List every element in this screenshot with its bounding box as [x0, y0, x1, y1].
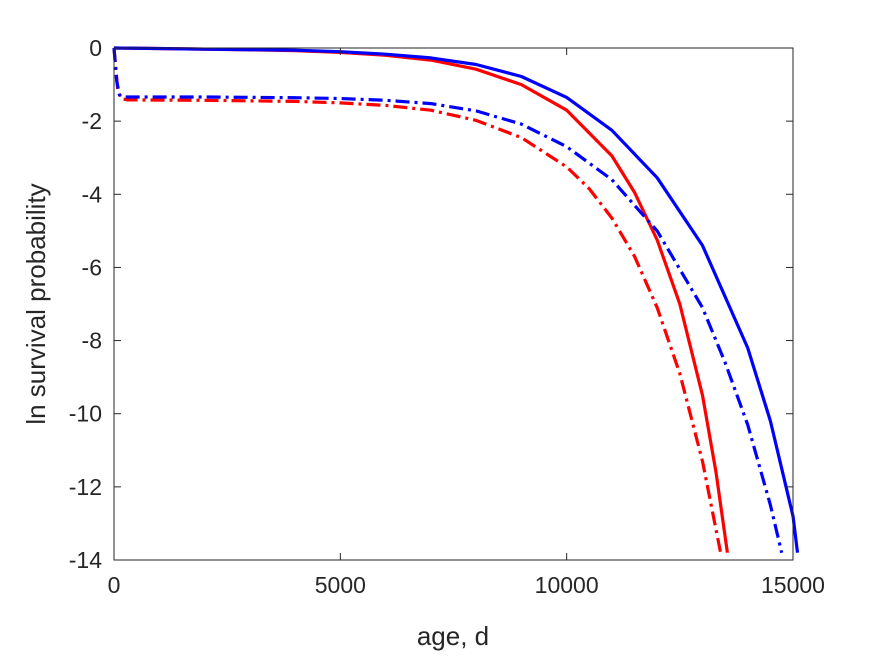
y-tick-label: -4: [82, 181, 103, 207]
plot-frame: [113, 47, 794, 561]
plot-area-background: [114, 48, 793, 560]
y-tick-label: -12: [69, 474, 102, 500]
y-tick-label: -2: [82, 108, 102, 134]
y-tick-label: 0: [89, 35, 102, 61]
y-tick-label: -6: [82, 254, 102, 280]
y-ticks: 0 -2 -4 -6 -8 -10 -12 -14: [69, 35, 793, 573]
x-tick-label: 0: [108, 572, 121, 598]
y-axis-label: ln survival probability: [21, 183, 51, 424]
y-tick-label: -10: [69, 401, 102, 427]
y-tick-label: -14: [69, 547, 102, 573]
x-tick-label: 5000: [315, 572, 366, 598]
series-line-2: [112, 47, 723, 554]
series-layer: [112, 46, 800, 554]
x-axis-label: age, d: [417, 621, 489, 651]
x-ticks: 0 5000 10000 15000: [108, 48, 825, 598]
x-tick-label: 10000: [535, 572, 599, 598]
series-line-4: [112, 47, 784, 554]
x-tick-label: 15000: [761, 572, 825, 598]
y-tick-label: -8: [82, 328, 102, 354]
series-line-3: [113, 46, 800, 553]
